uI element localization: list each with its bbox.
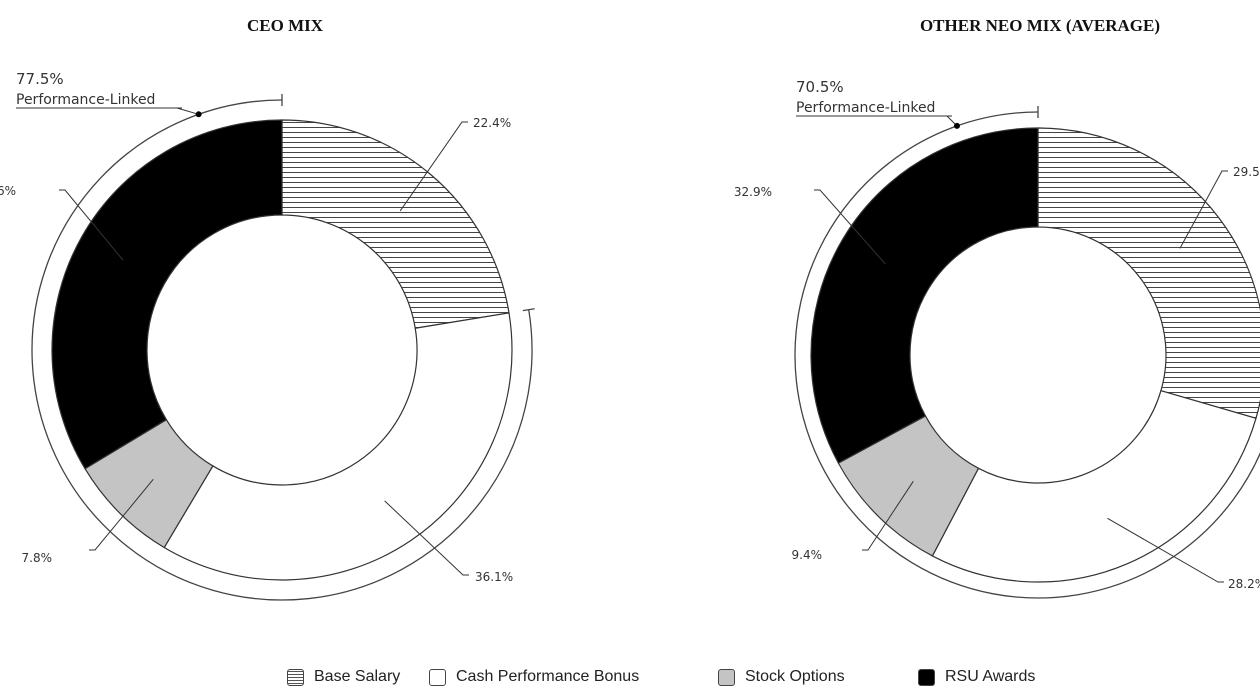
ceo-mix-title: CEO MIX: [246, 16, 324, 35]
legend: Base Salary Cash Performance Bonus Stock…: [0, 666, 1260, 690]
leader-line: [384, 500, 469, 576]
cash-bonus-swatch: [429, 668, 446, 686]
slice-rsu-awards: [51, 119, 283, 470]
leader-line: [1107, 517, 1224, 583]
legend-item-base-salary: Base Salary: [287, 668, 400, 686]
legend-label: Cash Performance Bonus: [456, 668, 640, 685]
slice-rsu-awards: [810, 127, 1039, 464]
slice-label-rsu-awards: 33.6%: [0, 184, 16, 198]
annotation-dot: [953, 122, 960, 129]
slice-label-cash-bonus: 36.1%: [475, 570, 513, 584]
performance-bracket: [31, 99, 533, 601]
leader-line: [814, 189, 886, 265]
legend-label: Stock Options: [745, 668, 845, 685]
slice-label-base-salary: 29.5%: [1233, 165, 1260, 179]
performance-linked-label: Performance-Linked: [16, 92, 155, 108]
leader-line: [59, 189, 124, 261]
leader-line: [862, 481, 914, 551]
stock-options-swatch: [718, 668, 735, 686]
bracket-tick: [522, 308, 535, 312]
slice-label-base-salary: 22.4%: [473, 116, 511, 130]
slice-base-salary: [1037, 127, 1260, 420]
rsu-awards-swatch: [918, 668, 935, 686]
slice-label-stock-options: 9.4%: [792, 548, 823, 562]
leader-line: [89, 479, 154, 551]
base-salary-swatch: [287, 668, 304, 686]
annotation-leader: [176, 107, 199, 115]
performance-linked-value: 70.5%: [796, 78, 844, 96]
leader-line: [399, 121, 468, 212]
slice-label-cash-bonus: 28.2%: [1228, 577, 1260, 591]
legend-label: RSU Awards: [945, 668, 1036, 685]
slice-cash-bonus: [163, 312, 513, 581]
slice-cash-bonus: [931, 389, 1257, 583]
performance-linked-value: 77.5%: [16, 70, 64, 88]
legend-item-stock-options: Stock Options: [718, 668, 845, 686]
performance-linked-label: Performance-Linked: [796, 100, 935, 116]
leader-line: [1179, 170, 1228, 249]
legend-item-cash-bonus: Cash Performance Bonus: [429, 668, 639, 686]
slice-label-stock-options: 7.8%: [22, 551, 53, 565]
annotation-dot: [195, 111, 202, 118]
performance-bracket: [794, 111, 1260, 599]
donut-charts: 22.4% 36.1% 7.8% 33.6% 77.5% Performance-Link…: [0, 70, 1260, 601]
legend-item-rsu-awards: RSU Awards: [918, 668, 1035, 686]
slice-label-rsu-awards: 32.9%: [734, 185, 772, 199]
neo-mix-title: OTHER NEO MIX (AVERAGE): [919, 16, 1161, 35]
legend-label: Base Salary: [314, 668, 401, 685]
slice-base-salary: [281, 119, 510, 329]
